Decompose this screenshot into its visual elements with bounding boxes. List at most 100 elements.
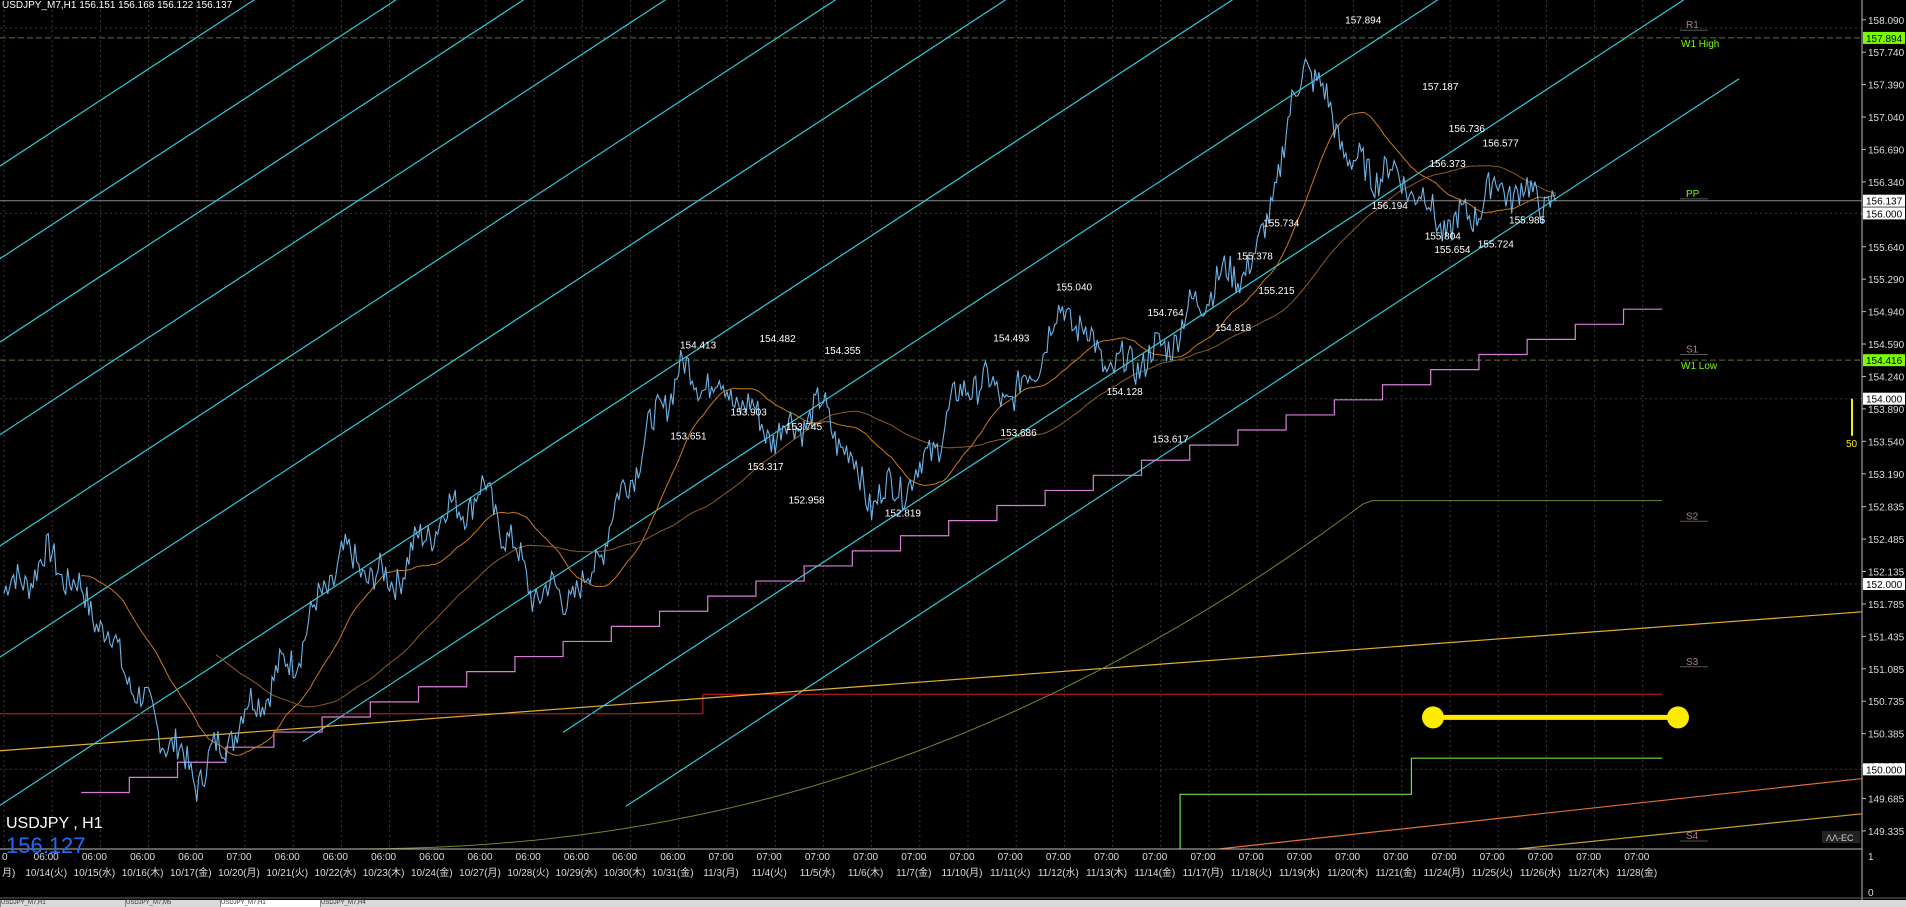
price-axis-box <box>1863 578 1905 591</box>
price-axis-box-label: 156.137 <box>1866 197 1903 208</box>
channel-line <box>0 0 1007 658</box>
long-ma-line <box>341 500 1663 850</box>
price-axis-box-label: 156.000 <box>1866 209 1903 220</box>
time-axis-time: 07:00 <box>1383 852 1408 863</box>
price-axis-box <box>1863 763 1905 776</box>
time-axis-date: 10/22(水) <box>315 867 357 879</box>
price-axis-label: 152.835 <box>1868 503 1905 514</box>
channel-line <box>0 0 667 436</box>
measure-handle-left[interactable] <box>1422 706 1444 729</box>
price-axis-label: 149.685 <box>1868 795 1905 806</box>
time-axis-time: 06:00 <box>660 852 685 863</box>
chart-tab-active[interactable]: USDJPY_M7,H1 <box>220 900 321 907</box>
time-axis-time: 07:00 <box>1624 852 1649 863</box>
swing-price-label: 155.734 <box>1263 218 1300 229</box>
time-axis-date: 10/14(火) <box>25 867 67 879</box>
time-axis-time: 06:00 <box>564 852 589 863</box>
time-axis-date: 11/24(月) <box>1424 867 1465 879</box>
trend-line <box>1517 813 1863 850</box>
time-axis-date: 10/27(月) <box>459 867 501 879</box>
price-axis-label: 157.040 <box>1868 113 1905 124</box>
price-axis-label: 156.340 <box>1868 178 1905 189</box>
symbol-label: USDJPY , H1 <box>6 815 103 832</box>
time-axis-time: 07:00 <box>805 852 830 863</box>
price-axis-box <box>1863 207 1905 220</box>
swing-price-label: 155.215 <box>1258 286 1295 297</box>
chart-tab[interactable]: USDJPY_M7,M5 <box>125 900 221 907</box>
time-axis-time: 06:00 <box>34 852 59 863</box>
time-axis-date: 10/20(月) <box>218 867 260 879</box>
time-axis-time: 07:00 <box>757 852 782 863</box>
price-axis-box-label: 150.000 <box>1866 765 1903 776</box>
price-axis-box-label: 154.416 <box>1866 356 1903 367</box>
swing-price-label: 153.903 <box>731 407 768 418</box>
moving-average-fast <box>81 111 1557 756</box>
channel-line <box>0 0 837 547</box>
chart-tab[interactable]: USDJPY_M7,H1 <box>0 900 126 907</box>
logo-box <box>1822 831 1860 843</box>
time-axis-date: 11/7(金) <box>896 866 931 879</box>
logo-text: ΛΛ-EC <box>1826 833 1854 843</box>
time-axis-date: 11/25(火) <box>1472 867 1513 879</box>
swing-price-label: 155.985 <box>1509 216 1546 227</box>
time-axis-date: 11/4(火) <box>752 867 787 879</box>
swing-price-label: 155.804 <box>1425 231 1462 242</box>
time-axis-date: 11/26(水) <box>1520 867 1561 879</box>
pivot-label-s1: S1 <box>1686 345 1699 356</box>
price-axis-box-label: 152.000 <box>1866 580 1903 591</box>
time-axis-date: 11/3(月) <box>703 867 738 879</box>
sub-axis-label: 0 <box>1868 888 1874 899</box>
chart-tabs-bar: USDJPY_M7,H1 USDJPY_M7,M5 USDJPY_M7,H1 U… <box>0 900 1906 907</box>
price-axis-label: 149.335 <box>1868 827 1905 838</box>
price-axis-label: 158.090 <box>1868 16 1905 27</box>
channel-line <box>562 0 1685 733</box>
time-axis-time: 07:00 <box>1190 852 1215 863</box>
measure-handle-right[interactable] <box>1667 706 1689 729</box>
time-axis-date: 11/13(木) <box>1086 867 1127 879</box>
swing-price-label: 154.128 <box>1107 387 1144 398</box>
time-axis-date: 10/21(火) <box>266 867 308 879</box>
price-axis-label: 152.135 <box>1868 568 1905 579</box>
swing-price-label: 154.764 <box>1148 308 1185 319</box>
time-axis-date: 11/6(木) <box>848 867 883 879</box>
channel-line <box>0 0 256 167</box>
swing-price-label: 152.958 <box>788 495 825 506</box>
time-axis-time: 07:00 <box>1431 852 1456 863</box>
price-axis-box <box>1863 392 1905 405</box>
time-axis-date: 10/31(金) <box>652 866 694 879</box>
time-axis-time: 06:00 <box>419 852 444 863</box>
swing-price-label: 154.355 <box>825 346 862 357</box>
price-axis-label: 152.485 <box>1868 535 1905 546</box>
time-axis-date: 10/24(金) <box>411 866 453 879</box>
time-axis-date: 11/10(月) <box>942 867 983 879</box>
swing-price-label: 154.413 <box>680 341 717 352</box>
trend-line <box>0 611 1863 752</box>
swing-price-label: 153.745 <box>786 422 823 433</box>
time-axis-date: 11/27(木) <box>1568 867 1609 879</box>
swing-price-label: 155.654 <box>1434 245 1471 256</box>
price-axis-box-label: 157.894 <box>1866 34 1903 45</box>
time-axis-time: 07:00 <box>1094 852 1119 863</box>
time-axis-time: 07:00 <box>853 852 878 863</box>
channel-line <box>625 78 1740 807</box>
time-axis-date: 11/19(水) <box>1279 867 1320 879</box>
channel-line <box>0 0 1234 807</box>
chart-tab[interactable]: USDJPY_M7,H4 <box>320 900 431 907</box>
price-axis-box <box>1863 194 1905 207</box>
time-axis-date: 11/5(水) <box>800 867 835 879</box>
moving-average-slow <box>215 165 1557 708</box>
swing-price-label: 153.317 <box>747 462 784 473</box>
swing-price-label: 153.686 <box>1001 428 1038 439</box>
time-axis-time: 07:00 <box>1335 852 1360 863</box>
price-axis-label: 154.240 <box>1868 372 1905 383</box>
channel-line <box>302 0 1439 743</box>
time-axis-date: 11/20(木) <box>1327 867 1368 879</box>
swing-price-label: 156.736 <box>1449 124 1486 135</box>
time-axis-time: 06:00 <box>323 852 348 863</box>
sub-axis-label: 1 <box>1868 852 1874 863</box>
price-line <box>3 57 1557 802</box>
swing-price-label: 156.577 <box>1483 139 1520 150</box>
time-axis-time: 07:00 <box>949 852 974 863</box>
price-axis-label: 154.940 <box>1868 308 1905 319</box>
